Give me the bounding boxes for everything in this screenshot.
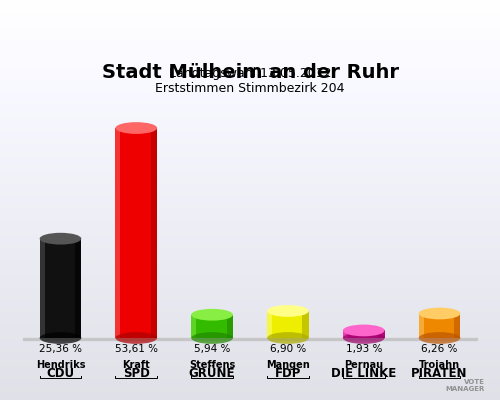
Text: Steffens: Steffens xyxy=(189,360,235,370)
Ellipse shape xyxy=(116,122,157,134)
FancyBboxPatch shape xyxy=(378,330,384,338)
Ellipse shape xyxy=(40,233,82,244)
Text: Erststimmen Stimmbezirk 204: Erststimmen Stimmbezirk 204 xyxy=(155,82,345,94)
Text: SPD: SPD xyxy=(123,367,150,380)
Text: 5,94 %: 5,94 % xyxy=(194,344,230,354)
Ellipse shape xyxy=(418,332,461,344)
FancyBboxPatch shape xyxy=(116,128,120,338)
FancyBboxPatch shape xyxy=(192,315,233,338)
FancyBboxPatch shape xyxy=(116,128,157,338)
Text: CDU: CDU xyxy=(46,367,74,380)
Title: Stadt Mülheim an der Ruhr: Stadt Mülheim an der Ruhr xyxy=(102,63,399,82)
Text: Landtagswahl 13.05.2012: Landtagswahl 13.05.2012 xyxy=(169,68,331,80)
FancyBboxPatch shape xyxy=(267,311,309,338)
Text: VOTE
MANAGER: VOTE MANAGER xyxy=(446,379,485,392)
Ellipse shape xyxy=(116,332,157,344)
FancyBboxPatch shape xyxy=(302,311,309,338)
FancyBboxPatch shape xyxy=(151,128,157,338)
FancyBboxPatch shape xyxy=(343,330,384,338)
Ellipse shape xyxy=(343,332,384,344)
Text: Mangen: Mangen xyxy=(266,360,310,370)
Text: Hendriks: Hendriks xyxy=(36,360,85,370)
FancyBboxPatch shape xyxy=(40,239,44,338)
Ellipse shape xyxy=(192,332,233,344)
Text: Trojahn: Trojahn xyxy=(419,360,460,370)
Ellipse shape xyxy=(267,332,309,344)
Ellipse shape xyxy=(267,305,309,317)
Text: FDP: FDP xyxy=(274,367,301,380)
Text: 6,90 %: 6,90 % xyxy=(270,344,306,354)
FancyBboxPatch shape xyxy=(418,314,461,338)
FancyBboxPatch shape xyxy=(75,239,82,338)
Ellipse shape xyxy=(343,324,384,336)
FancyBboxPatch shape xyxy=(192,315,196,338)
FancyBboxPatch shape xyxy=(40,239,82,338)
Text: 53,61 %: 53,61 % xyxy=(115,344,158,354)
Text: 6,26 %: 6,26 % xyxy=(422,344,458,354)
Text: Kraft: Kraft xyxy=(122,360,150,370)
FancyBboxPatch shape xyxy=(226,315,233,338)
FancyBboxPatch shape xyxy=(343,330,348,338)
Text: 1,93 %: 1,93 % xyxy=(346,344,382,354)
Text: DIE LINKE: DIE LINKE xyxy=(331,367,396,380)
FancyBboxPatch shape xyxy=(454,314,460,338)
Ellipse shape xyxy=(418,308,461,319)
Ellipse shape xyxy=(40,332,82,344)
Text: GRÜNE: GRÜNE xyxy=(189,367,236,380)
Text: 25,36 %: 25,36 % xyxy=(39,344,82,354)
FancyBboxPatch shape xyxy=(267,311,272,338)
Ellipse shape xyxy=(192,309,233,321)
Text: PIRATEN: PIRATEN xyxy=(412,367,468,380)
FancyBboxPatch shape xyxy=(418,314,424,338)
Text: Pernau: Pernau xyxy=(344,360,384,370)
